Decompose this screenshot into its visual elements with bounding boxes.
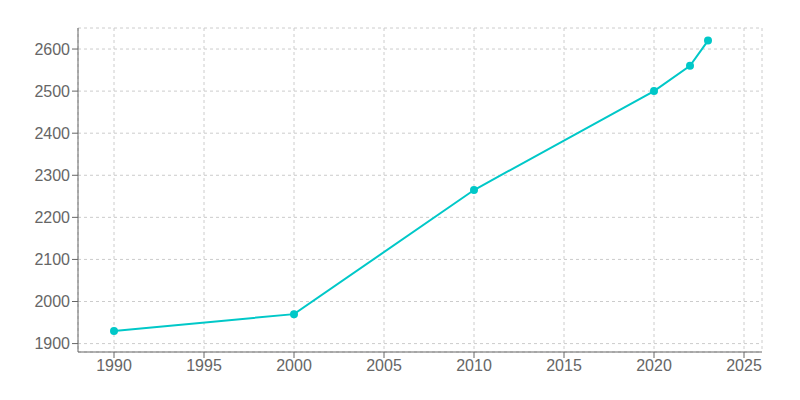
svg-text:2015: 2015: [546, 357, 582, 374]
svg-text:2000: 2000: [276, 357, 312, 374]
svg-text:1990: 1990: [96, 357, 132, 374]
svg-text:2600: 2600: [34, 41, 70, 58]
svg-text:2400: 2400: [34, 125, 70, 142]
svg-text:2000: 2000: [34, 293, 70, 310]
svg-text:2025: 2025: [726, 357, 762, 374]
svg-text:1900: 1900: [34, 335, 70, 352]
svg-text:2500: 2500: [34, 83, 70, 100]
svg-text:2010: 2010: [456, 357, 492, 374]
svg-text:2100: 2100: [34, 251, 70, 268]
svg-text:2300: 2300: [34, 167, 70, 184]
svg-text:2200: 2200: [34, 209, 70, 226]
svg-text:2005: 2005: [366, 357, 402, 374]
svg-text:2020: 2020: [636, 357, 672, 374]
svg-text:1995: 1995: [186, 357, 222, 374]
